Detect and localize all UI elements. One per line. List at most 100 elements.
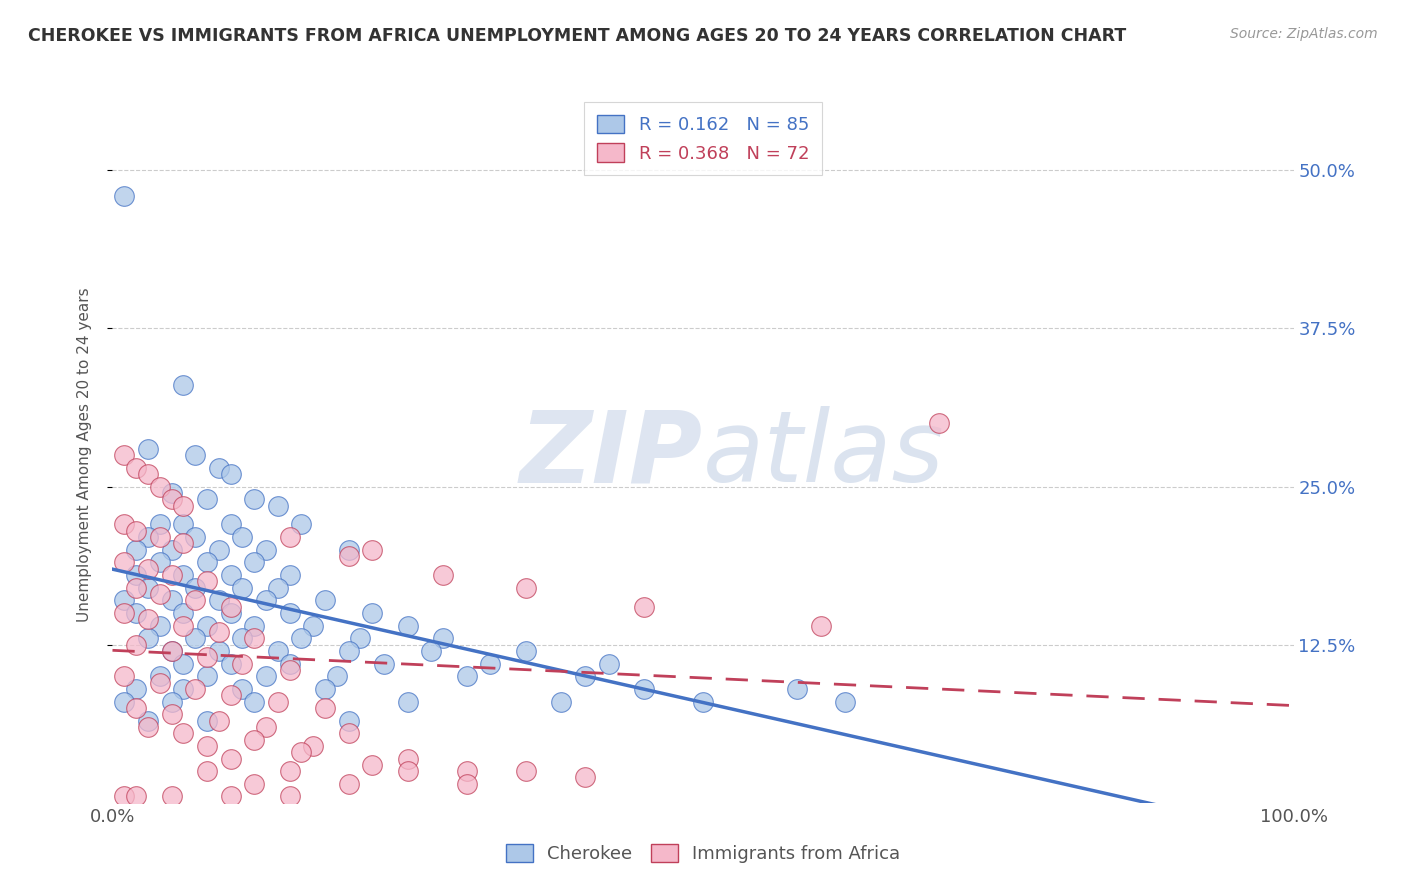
Point [172, 378, 194, 392]
Point [195, 574, 218, 589]
Point [184, 581, 207, 595]
Point [278, 663, 301, 677]
Point [112, 448, 135, 462]
Point [243, 632, 266, 646]
Point [125, 606, 148, 620]
Point [278, 530, 301, 544]
Point [278, 789, 301, 804]
Point [160, 644, 183, 658]
Point [786, 681, 808, 696]
Point [208, 542, 231, 557]
Point [231, 657, 253, 671]
Point [112, 556, 135, 570]
Point [160, 492, 183, 507]
Point [172, 499, 194, 513]
Point [420, 644, 443, 658]
Point [136, 442, 159, 456]
Point [149, 587, 172, 601]
Point [243, 732, 266, 747]
Point [361, 606, 384, 620]
Point [172, 606, 194, 620]
Text: ZIP: ZIP [520, 407, 703, 503]
Point [231, 632, 253, 646]
Legend: Cherokee, Immigrants from Africa: Cherokee, Immigrants from Africa [495, 833, 911, 874]
Point [184, 448, 207, 462]
Point [195, 650, 218, 665]
Point [125, 460, 148, 475]
Point [172, 618, 194, 632]
Point [136, 581, 159, 595]
Point [195, 669, 218, 683]
Point [267, 644, 290, 658]
Point [456, 669, 478, 683]
Point [290, 632, 312, 646]
Point [112, 789, 135, 804]
Point [574, 669, 596, 683]
Point [278, 568, 301, 582]
Point [243, 492, 266, 507]
Point [267, 581, 290, 595]
Point [195, 492, 218, 507]
Point [515, 764, 537, 779]
Point [112, 188, 135, 202]
Point [184, 632, 207, 646]
Point [136, 612, 159, 626]
Point [278, 657, 301, 671]
Point [195, 618, 218, 632]
Point [136, 530, 159, 544]
Point [219, 789, 242, 804]
Point [184, 530, 207, 544]
Point [112, 695, 135, 709]
Point [337, 714, 360, 728]
Point [149, 556, 172, 570]
Point [231, 530, 253, 544]
Point [633, 599, 655, 614]
Point [231, 681, 253, 696]
Point [112, 669, 135, 683]
Point [208, 644, 231, 658]
Point [267, 499, 290, 513]
Point [219, 657, 242, 671]
Point [337, 542, 360, 557]
Point [125, 568, 148, 582]
Point [302, 618, 325, 632]
Point [254, 669, 277, 683]
Point [208, 625, 231, 640]
Point [219, 688, 242, 702]
Point [278, 764, 301, 779]
Point [195, 764, 218, 779]
Point [290, 517, 312, 532]
Point [302, 739, 325, 753]
Point [314, 681, 336, 696]
Text: atlas: atlas [703, 407, 945, 503]
Point [208, 593, 231, 607]
Point [172, 726, 194, 740]
Point [243, 618, 266, 632]
Point [456, 764, 478, 779]
Point [254, 593, 277, 607]
Point [112, 606, 135, 620]
Point [254, 542, 277, 557]
Point [598, 657, 620, 671]
Point [243, 695, 266, 709]
Point [337, 644, 360, 658]
Point [195, 556, 218, 570]
Point [550, 695, 572, 709]
Point [456, 777, 478, 791]
Point [208, 460, 231, 475]
Y-axis label: Unemployment Among Ages 20 to 24 years: Unemployment Among Ages 20 to 24 years [77, 287, 91, 623]
Point [326, 669, 349, 683]
Point [633, 681, 655, 696]
Point [219, 568, 242, 582]
Point [314, 593, 336, 607]
Point [479, 657, 502, 671]
Point [337, 549, 360, 563]
Point [208, 714, 231, 728]
Point [125, 789, 148, 804]
Point [314, 701, 336, 715]
Point [337, 726, 360, 740]
Point [149, 517, 172, 532]
Point [515, 581, 537, 595]
Point [125, 524, 148, 538]
Point [172, 681, 194, 696]
